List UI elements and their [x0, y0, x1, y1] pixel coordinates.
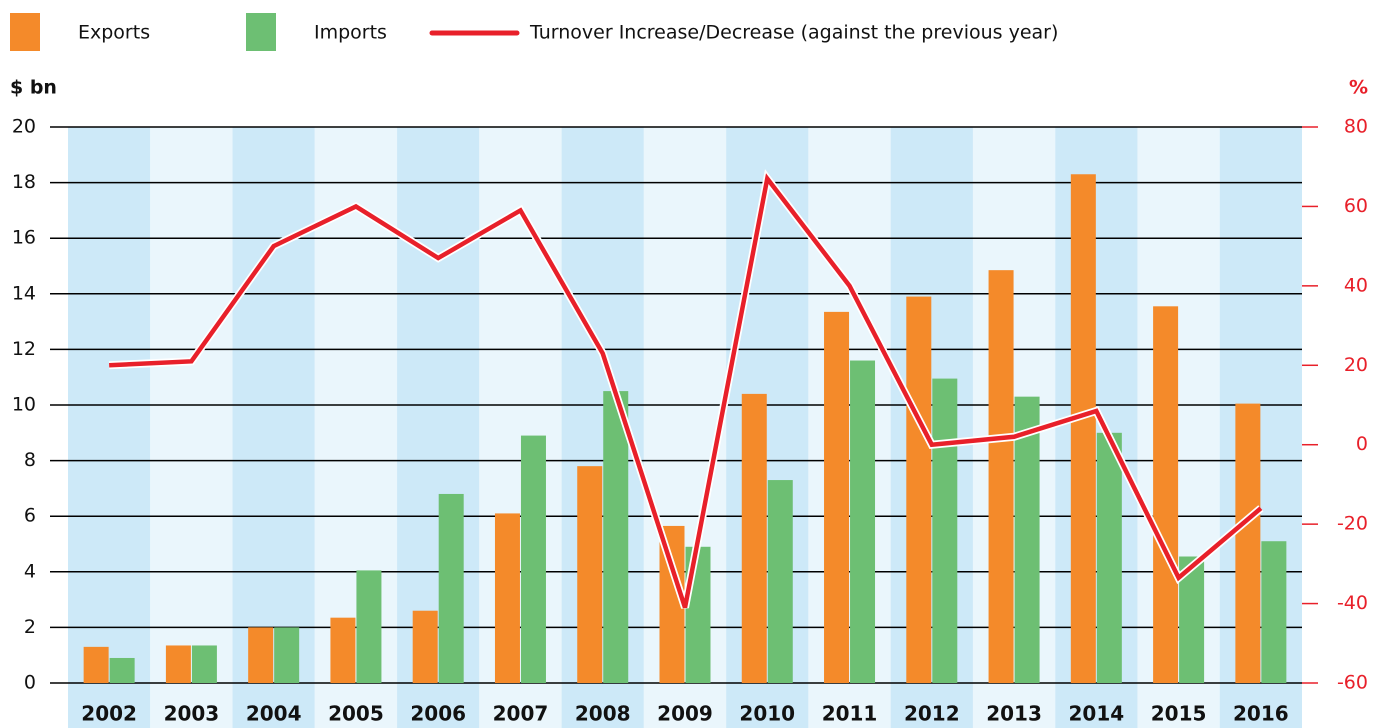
- column-band: [890, 127, 973, 728]
- bar: [1261, 541, 1287, 683]
- bar: [248, 627, 274, 683]
- bar: [1096, 432, 1122, 683]
- x-tick-label: 2010: [739, 702, 795, 726]
- y-tick-label: 12: [12, 338, 36, 360]
- x-tick-label: 2006: [410, 702, 466, 726]
- bar: [741, 393, 767, 683]
- bar: [1070, 174, 1096, 683]
- line: [109, 173, 1263, 609]
- x-tick-label: 2015: [1151, 702, 1207, 726]
- bar: [932, 378, 958, 683]
- x-tick-label: 2007: [493, 702, 549, 726]
- column-band: [68, 127, 151, 728]
- x-tick-label: 2014: [1068, 702, 1124, 726]
- y-tick-label: 8: [24, 449, 36, 471]
- bar: [850, 360, 876, 683]
- x-tick-label: 2008: [575, 702, 631, 726]
- y2-tick-label: -60: [1337, 672, 1368, 694]
- y2-tick-label: 60: [1344, 195, 1368, 217]
- x-tick-label: 2004: [246, 702, 302, 726]
- bar: [494, 513, 520, 683]
- y2-tick-label: 0: [1356, 433, 1368, 455]
- legend-label: Exports: [78, 22, 150, 44]
- bar: [1153, 306, 1179, 683]
- bar: [1235, 403, 1261, 683]
- column-band: [1219, 127, 1302, 728]
- column-band: [561, 127, 644, 728]
- x-tick-label: 2003: [164, 702, 220, 726]
- bar: [824, 311, 850, 683]
- x-tick-label: 2002: [81, 702, 137, 726]
- y-tick-label: 20: [12, 116, 36, 138]
- y2-tick-label: 80: [1344, 116, 1368, 138]
- y-tick-label: 0: [24, 672, 36, 694]
- bar: [274, 627, 300, 683]
- bar: [83, 646, 109, 683]
- y-axis-label: $ bn: [10, 77, 57, 99]
- legend-swatch: [10, 13, 40, 51]
- column-band: [150, 127, 233, 728]
- y-tick-label: 2: [24, 616, 36, 638]
- x-tick-label: 2011: [822, 702, 878, 726]
- bar: [330, 617, 356, 683]
- column-band: [397, 127, 480, 728]
- x-tick-label: 2005: [328, 702, 384, 726]
- column-band: [808, 127, 891, 728]
- bar: [109, 657, 135, 683]
- y2-axis-label: %: [1349, 77, 1368, 99]
- bar: [412, 610, 438, 683]
- y2-tick-label: 40: [1344, 274, 1368, 296]
- y-tick-label: 10: [12, 394, 36, 416]
- column-band: [232, 127, 315, 728]
- y2-tick-label: 20: [1344, 354, 1368, 376]
- x-tick-label: 2012: [904, 702, 960, 726]
- bar: [191, 645, 217, 683]
- bar: [438, 493, 464, 683]
- y-tick-label: 6: [24, 505, 36, 527]
- legend-label: Turnover Increase/Decrease (against the …: [529, 22, 1058, 44]
- bar: [906, 296, 932, 683]
- bar: [165, 645, 191, 683]
- x-tick-label: 2016: [1233, 702, 1289, 726]
- legend-swatch: [246, 13, 276, 51]
- y2-tick-label: -20: [1337, 513, 1368, 535]
- bar: [988, 270, 1014, 683]
- legend-label: Imports: [314, 22, 387, 44]
- column-band: [1055, 127, 1138, 728]
- bar: [603, 391, 629, 683]
- y2-tick-label: -40: [1337, 592, 1368, 614]
- y-tick-label: 18: [12, 171, 36, 193]
- bar: [356, 570, 382, 683]
- bar: [1014, 396, 1040, 683]
- column-band: [643, 127, 727, 728]
- x-tick-label: 2013: [986, 702, 1042, 726]
- bar: [577, 466, 603, 683]
- bar: [767, 480, 793, 683]
- y-tick-label: 4: [24, 560, 36, 582]
- y-tick-label: 16: [12, 227, 36, 249]
- y-tick-label: 14: [12, 282, 36, 304]
- column-band: [1137, 127, 1220, 728]
- x-tick-label: 2009: [657, 702, 713, 726]
- bar: [520, 435, 546, 683]
